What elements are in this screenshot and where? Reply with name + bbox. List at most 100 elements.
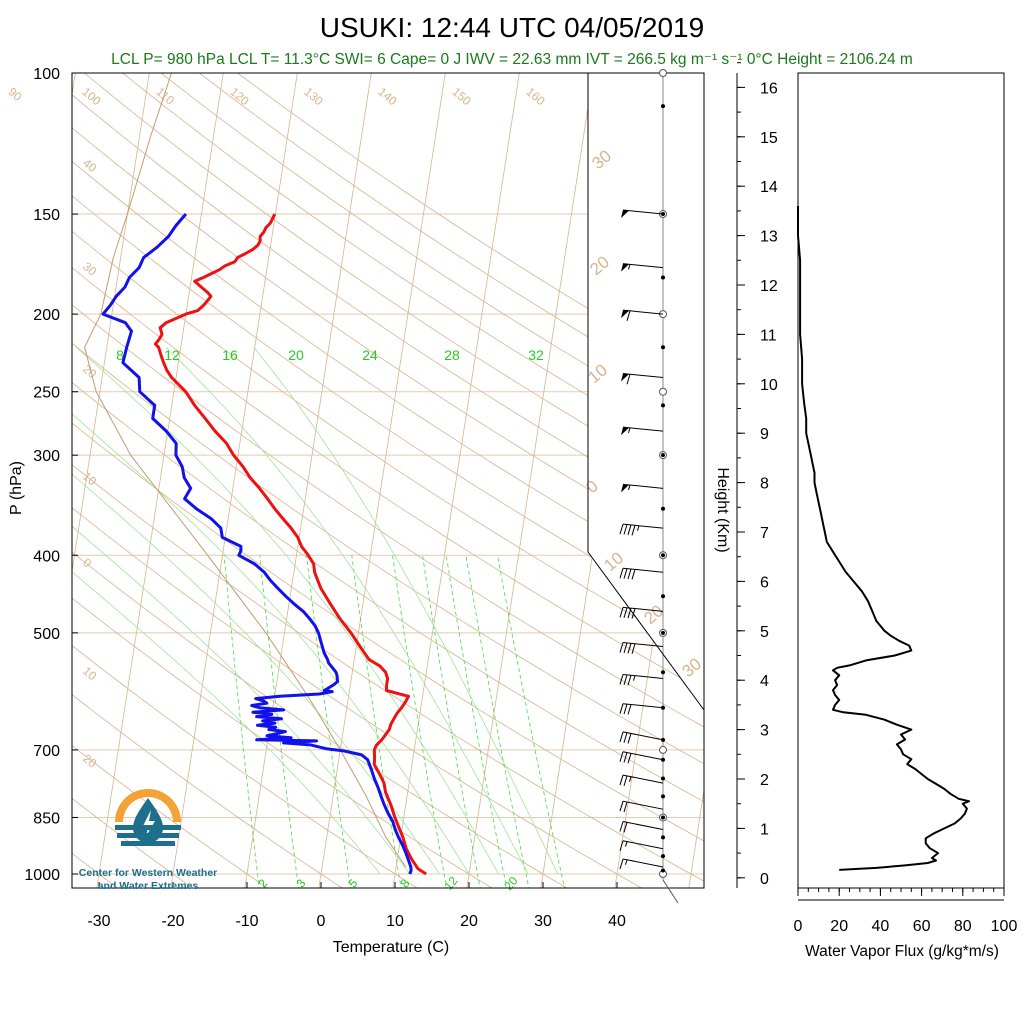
mixing-ratio-line [223, 555, 260, 888]
wind-dot [661, 835, 665, 840]
wind-dot [661, 854, 665, 859]
isotherm-label: 160 [523, 85, 548, 109]
wind-dot [661, 794, 665, 799]
dry-adiabat-line [72, 160, 704, 590]
logo-text-line1: Center for Western Weather [79, 867, 217, 879]
height-tick-label: 16 [760, 80, 778, 97]
wind-staff-tail [662, 879, 679, 904]
isotherm-label: 40 [80, 156, 99, 176]
height-tick-label: 9 [760, 426, 769, 443]
height-tick-label: 6 [760, 574, 769, 591]
plot-mask [588, 73, 704, 888]
dry-adiabat-line [72, 94, 704, 525]
x-tick-label: -10 [235, 913, 258, 930]
y-tick-label: 150 [33, 207, 60, 224]
isotherm-label: 140 [375, 85, 400, 109]
y-tick-label: 200 [33, 307, 60, 324]
wind-barb [619, 858, 664, 870]
wind-barb [619, 642, 664, 654]
height-tick-label: 2 [760, 772, 769, 789]
isotherm-label: 130 [301, 85, 326, 109]
moist-adiabat-label: 28 [444, 347, 460, 363]
wind-barb [621, 263, 664, 272]
x-tick-label: 30 [534, 913, 552, 930]
isotherm-label: 10 [80, 469, 99, 489]
mixing-ratio-line [465, 555, 530, 888]
moist-adiabat-line [72, 571, 381, 875]
dry-adiabat-line [84, 73, 704, 495]
flux-x-tick-label: 100 [991, 918, 1018, 935]
wind-calm-circle [659, 69, 667, 77]
dry-adiabat-line [72, 422, 704, 842]
height-tick-label: 10 [760, 377, 778, 394]
y-tick-label: 100 [33, 66, 60, 83]
dry-adiabat-line [72, 645, 418, 888]
wind-barb [619, 523, 664, 536]
dry-adiabat-line [72, 127, 704, 557]
wind-dot [661, 868, 665, 873]
wind-barb [621, 309, 664, 321]
x-tick-label: 0 [317, 913, 326, 930]
mixing-ratio-line [351, 555, 402, 888]
wind-dot [661, 104, 665, 109]
y-tick-label: 500 [33, 626, 60, 643]
isotherm-line [688, 787, 704, 888]
skewt-panel: 5060708090100110120130140150160403020100… [5, 66, 705, 956]
isotherm-line [96, 73, 224, 888]
moist-adiabat-label: 24 [362, 347, 378, 363]
cw3e-logo: Center for Western Weather and Water Ext… [79, 789, 217, 892]
isotherm-label: 30 [80, 259, 99, 279]
mixing-ratio-line [392, 555, 448, 888]
wind-barb [619, 567, 664, 580]
mixing-ratio-line [445, 555, 508, 888]
wind-barb [619, 673, 664, 686]
dry-adiabat-line [72, 342, 704, 765]
moist-adiabat-line [253, 347, 559, 875]
wind-calm-circle [659, 387, 667, 396]
flux-x-tick-label: 20 [830, 918, 848, 935]
isotherm-line [392, 73, 520, 888]
moist-adiabat-line [76, 347, 499, 875]
height-tick-label: 15 [760, 130, 778, 147]
mixing-ratio-line [422, 555, 481, 888]
moist-adiabat-line [72, 413, 470, 875]
moist-adiabat-line [72, 473, 440, 875]
wind-barb [621, 483, 664, 493]
wind-dot [661, 630, 665, 635]
dewpoint-line [101, 213, 413, 875]
height-tick-label: 0 [760, 871, 769, 888]
height-tick-label: 14 [760, 179, 778, 196]
wind-calm-circle [659, 745, 667, 754]
dry-adiabat-line [72, 381, 704, 803]
height-tick-label: 7 [760, 525, 769, 542]
dry-adiabat-line [72, 195, 704, 623]
wind-dot [661, 776, 665, 781]
dry-adiabat-line [72, 464, 704, 882]
dry-adiabat-line [72, 694, 343, 888]
logo-wave-2 [117, 833, 179, 838]
logo-sun-arc [115, 789, 181, 822]
wind-dot [661, 403, 665, 408]
dry-adiabat-line [122, 73, 704, 464]
wind-dot [661, 506, 665, 511]
logo-lightning-bolt [143, 810, 155, 838]
isotherm-label: 100 [79, 85, 104, 109]
y-tick-label: 300 [33, 448, 60, 465]
height-tick-label: 8 [760, 476, 769, 493]
moist-adiabat-label: 8 [116, 347, 124, 363]
wind-dot [661, 594, 665, 599]
isotherm-label: 10 [80, 664, 99, 684]
y-tick-label: 1000 [24, 867, 60, 884]
flux-x-tick-label: 60 [913, 918, 931, 935]
flux-x-tick-label: 40 [872, 918, 890, 935]
height-tick-label: 1 [760, 821, 769, 838]
dry-adiabat-line [72, 304, 704, 728]
isotherm-label: 110 [153, 85, 177, 108]
x-tick-label: 10 [386, 913, 404, 930]
isotherm-label: 150 [449, 85, 474, 109]
flux-series [797, 206, 970, 871]
y-tick-label: 700 [33, 743, 60, 760]
